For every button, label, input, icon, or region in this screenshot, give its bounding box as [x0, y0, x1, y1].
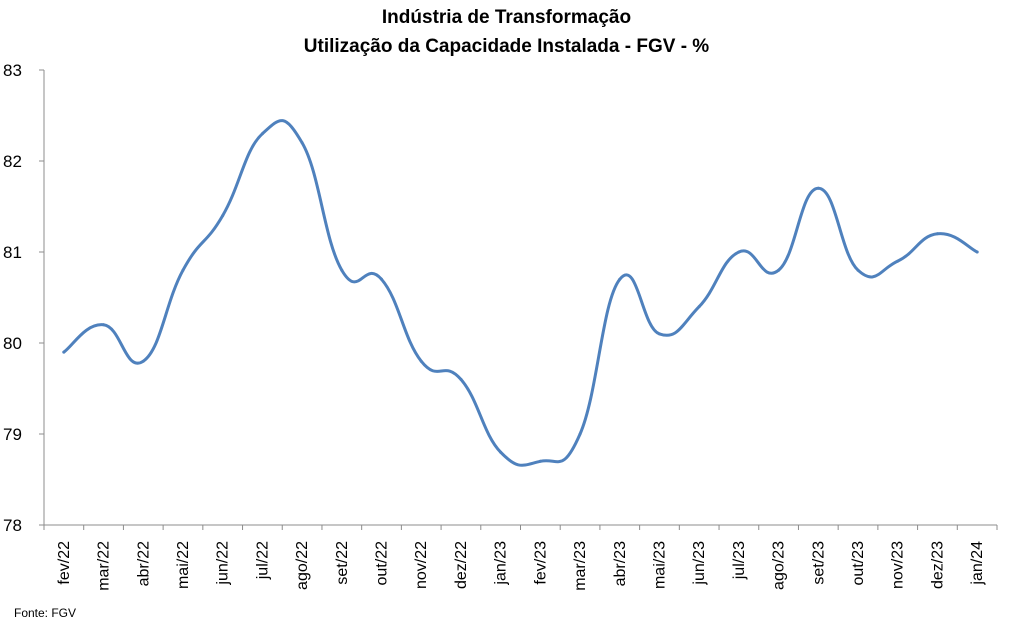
- data-point: [935, 232, 939, 236]
- x-tick-label: dez/22: [453, 541, 470, 589]
- x-tick-label: jul/23: [731, 541, 748, 580]
- x-tick-label: mai/23: [651, 541, 668, 589]
- x-tick-label: abr/22: [135, 541, 152, 586]
- data-point: [538, 459, 542, 463]
- data-point: [697, 305, 701, 309]
- chart-title: Indústria de Transformação: [381, 7, 632, 28]
- data-point: [777, 268, 781, 272]
- x-tick-label: fev/22: [56, 541, 73, 585]
- series-line: [62, 119, 979, 467]
- y-tick-label: 83: [3, 61, 22, 80]
- data-point: [141, 359, 145, 363]
- x-tick-label: ago/22: [294, 541, 311, 590]
- data-point: [975, 250, 979, 254]
- data-point: [816, 186, 820, 190]
- y-tick-label: 79: [3, 425, 22, 444]
- x-tick-label: jun/22: [215, 541, 232, 586]
- x-tick-label: jan/24: [969, 541, 986, 586]
- x-tick-label: mai/22: [175, 541, 192, 589]
- x-tick-label: out/23: [850, 541, 867, 586]
- data-point: [896, 259, 900, 263]
- data-point: [459, 377, 463, 381]
- x-tick-label: fev/23: [532, 541, 549, 585]
- axes: [43, 70, 997, 526]
- y-axis-ticks: 78 79 80 81 82 83: [3, 61, 44, 535]
- x-tick-label: set/23: [810, 541, 827, 585]
- x-axis-ticks: fev/22 mar/22 abr/22 mai/22 jun/22 jul/22 ago/…: [43, 525, 998, 591]
- y-tick-label: 80: [3, 334, 22, 353]
- x-tick-label: jun/23: [691, 541, 708, 586]
- data-point: [737, 250, 741, 254]
- data-point: [62, 350, 66, 354]
- data-point: [102, 323, 106, 327]
- x-tick-label: mar/23: [572, 541, 589, 591]
- data-point: [856, 268, 860, 272]
- data-point: [499, 450, 503, 454]
- x-tick-label: abr/23: [612, 541, 629, 586]
- x-tick-label: jul/22: [254, 541, 271, 580]
- y-tick-label: 78: [3, 516, 22, 535]
- data-point: [578, 432, 582, 436]
- series-group: [62, 119, 979, 467]
- x-tick-label: set/22: [334, 541, 351, 585]
- source-note: Fonte: FGV: [14, 606, 77, 620]
- y-tick-label: 82: [3, 152, 22, 171]
- x-tick-label: nov/22: [413, 541, 430, 589]
- data-point: [419, 359, 423, 363]
- x-tick-label: ago/23: [771, 541, 788, 590]
- data-point: [380, 277, 384, 281]
- data-point: [340, 268, 344, 272]
- x-tick-label: jan/23: [493, 541, 510, 586]
- x-tick-label: mar/22: [96, 541, 113, 591]
- y-tick-label: 81: [3, 243, 22, 262]
- data-point: [300, 141, 304, 145]
- data-point: [181, 268, 185, 272]
- x-tick-label: out/22: [374, 541, 391, 586]
- data-point: [221, 214, 225, 218]
- x-tick-label: dez/23: [929, 541, 946, 589]
- data-point: [657, 332, 661, 336]
- chart-subtitle: Utilização da Capacidade Instalada - FGV…: [303, 36, 710, 57]
- data-point: [260, 132, 264, 136]
- data-point: [618, 277, 622, 281]
- x-tick-label: nov/23: [890, 541, 907, 589]
